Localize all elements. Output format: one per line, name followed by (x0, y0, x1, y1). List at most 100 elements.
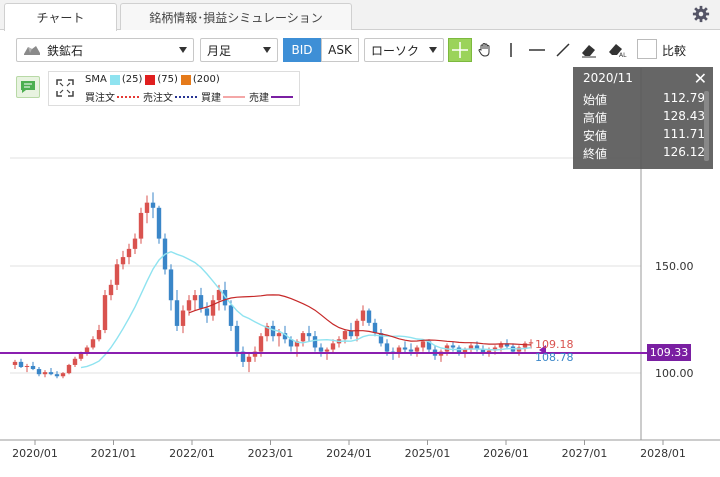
sma25-label: (25) (121, 74, 143, 85)
candle-body (102, 295, 108, 331)
candle-body (258, 336, 264, 352)
candle-body (48, 372, 54, 375)
pan-tool[interactable] (473, 38, 497, 62)
svg-text:ALL: ALL (619, 52, 627, 58)
candle-body (90, 339, 96, 348)
candle-body (12, 361, 18, 365)
high-label: 高値 (583, 111, 608, 125)
chat-icon (21, 81, 35, 93)
sma75-line (188, 294, 532, 346)
horizontal-line-tool[interactable] (525, 38, 549, 62)
candle-body (108, 284, 114, 296)
candle-body (120, 257, 126, 265)
gear-icon[interactable] (692, 5, 710, 23)
eraser-all-icon: ALL (609, 44, 627, 58)
eraser-tool[interactable] (577, 38, 601, 62)
compare-checkbox[interactable] (637, 39, 657, 59)
bid-button[interactable]: BID (283, 38, 321, 62)
candle-body (54, 374, 60, 377)
candle-body (294, 341, 300, 347)
candle-body (18, 361, 24, 368)
chart-type-label: ローソク (371, 43, 420, 58)
candle-body (30, 365, 36, 370)
x-tick-label: 2024/01 (326, 447, 372, 460)
candle-body (522, 343, 528, 348)
sma75-label: (75) (157, 74, 178, 85)
sell-order-label: 売注文 (143, 93, 173, 104)
candle-body (330, 343, 336, 350)
trend-line-tool[interactable] (551, 38, 575, 62)
candle-body (84, 347, 90, 354)
crosshair-tool[interactable] (448, 38, 472, 62)
candle-body (60, 373, 66, 377)
symbol-select[interactable]: 鉄鉱石 (16, 38, 194, 62)
close-icon[interactable]: ✕ (693, 69, 707, 88)
sma75-swatch (145, 74, 156, 85)
period-select[interactable]: 月足 (200, 38, 278, 62)
buy-order-label: 買注文 (85, 93, 115, 104)
x-tick-label: 2021/01 (91, 447, 137, 460)
hand-icon (478, 42, 490, 57)
sma-legend: SMA (25) (75) (200) (85, 74, 220, 85)
chart-toolbar: 鉄鉱石 月足 BID ASK ローソク ALL 比較 (0, 30, 720, 68)
candle-body (312, 336, 318, 348)
candle-body (138, 212, 144, 239)
low-label: 安値 (583, 129, 608, 143)
sma200-label: (200) (192, 74, 220, 85)
candle-body (348, 331, 354, 337)
x-tick-label: 2026/01 (483, 447, 529, 460)
y-tick-label: 100.00 (655, 367, 694, 380)
candle-body (144, 202, 150, 213)
candle-body (180, 310, 186, 326)
info-scrollbar[interactable] (704, 91, 709, 161)
crosshair-icon (452, 42, 468, 58)
candle-body (414, 347, 420, 352)
open-value: 112.79 (663, 91, 705, 105)
candle-body (156, 207, 162, 239)
candle-body (342, 331, 348, 340)
horizontal-line-icon (529, 49, 545, 51)
candle-body (402, 347, 408, 350)
buy-level-label: 108.78 (535, 351, 574, 364)
candle-body (426, 341, 432, 350)
candle-body (528, 342, 534, 344)
comment-button[interactable] (16, 76, 40, 98)
ore-icon (24, 46, 40, 55)
vertical-line-tool[interactable] (499, 38, 523, 62)
candle-body (198, 295, 204, 309)
x-tick-label: 2023/01 (248, 447, 294, 460)
candle-body (456, 347, 462, 354)
symbol-label: 鉄鉱石 (47, 43, 84, 58)
candle-body (468, 345, 474, 350)
candle-body (420, 341, 426, 348)
candle-body (210, 300, 216, 316)
chart-type-select[interactable]: ローソク (364, 38, 444, 62)
tab-bar: チャート 銘柄情報･損益シミュレーション (0, 0, 720, 31)
candle-body (228, 305, 234, 326)
tab-chart[interactable]: チャート (4, 3, 117, 31)
ask-button[interactable]: ASK (321, 38, 359, 62)
buy-order-line-sample (117, 95, 139, 98)
candle-body (150, 202, 156, 208)
tab-symbol-info[interactable]: 銘柄情報･損益シミュレーション (120, 3, 352, 30)
candle-body (276, 333, 282, 337)
candle-body (474, 345, 480, 350)
eraser-icon (582, 45, 596, 58)
expand-icon[interactable] (55, 78, 75, 98)
info-row-low: 安値 111.71 (583, 127, 705, 144)
erase-all-tool[interactable]: ALL (605, 38, 629, 62)
order-legend: 買注文 売注文 買建 売建 (85, 89, 297, 104)
buy-position-label: 買建 (201, 93, 221, 104)
high-value: 128.43 (663, 109, 705, 123)
low-value: 111.71 (663, 127, 705, 141)
candle-body (354, 320, 360, 337)
chevron-down-icon (179, 47, 187, 53)
candle-body (366, 310, 372, 323)
sma25-line (80, 250, 532, 369)
candle-body (300, 333, 306, 342)
close-value: 126.12 (663, 145, 705, 159)
sma-label: SMA (85, 74, 107, 85)
candle-body (384, 343, 390, 352)
info-row-close: 終値 126.12 (583, 145, 705, 162)
trend-line-icon (556, 43, 570, 57)
